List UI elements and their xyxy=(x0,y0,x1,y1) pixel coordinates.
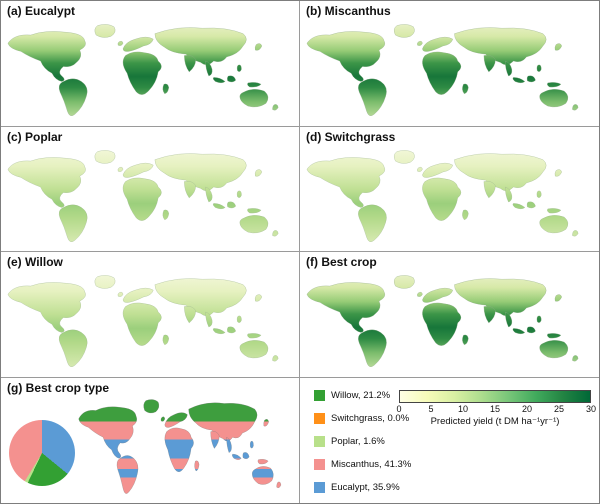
legend-label-switchgrass: Switchgrass, 0.0% xyxy=(331,412,410,424)
legend-item-switchgrass: Switchgrass, 0.0% xyxy=(314,412,411,424)
colorbar-tick-6: 30 xyxy=(585,403,597,414)
world-map-switchgrass xyxy=(302,146,597,249)
legend-item-miscanthus: Miscanthus, 41.3% xyxy=(314,458,412,470)
colorbar-tick-0: 0 xyxy=(396,403,402,414)
world-map-poplar xyxy=(3,146,297,249)
miscanthus-swatch xyxy=(314,458,325,470)
willow-swatch xyxy=(314,389,325,401)
colorbar: 0 5 10 15 20 25 30 Predicted yield (t DM… xyxy=(396,389,596,427)
panel-title-e: (e) Willow xyxy=(7,255,63,269)
panel-title-a: (a) Eucalypt xyxy=(7,4,76,18)
colorbar-gradient xyxy=(399,389,591,403)
legend-item-poplar: Poplar, 1.6% xyxy=(314,435,411,447)
panel-title-c: (c) Poplar xyxy=(7,129,63,144)
pie-chart xyxy=(9,419,75,486)
poplar-swatch xyxy=(314,435,325,447)
world-map-miscanthus xyxy=(302,20,597,123)
map-panel-poplar: (c) Poplar xyxy=(1,126,300,252)
world-map-best-crop xyxy=(302,271,597,374)
panel-title-f: (f) Best crop xyxy=(306,255,377,269)
map-panel-eucalypt: (a) Eucalypt xyxy=(1,1,300,127)
legend-label-poplar: Poplar, 1.6% xyxy=(331,435,385,447)
colorbar-tick-5: 25 xyxy=(553,403,564,414)
world-map-willow xyxy=(3,271,297,374)
map-panel-switchgrass: (d) Switchgrass xyxy=(300,126,599,252)
switchgrass-swatch xyxy=(314,412,325,424)
eucalypt-swatch xyxy=(314,482,325,493)
legend-item-eucalypt: Eucalypt, 35.9% xyxy=(314,482,411,493)
crop-legend: Willow, 21.2% Switchgrass, 0.0% Poplar, … xyxy=(314,389,412,493)
colorbar-ticks: 0 5 10 15 20 25 30 xyxy=(396,403,596,415)
legend-panel: Willow, 21.2% Switchgrass, 0.0% Poplar, … xyxy=(300,377,599,503)
map-panel-willow: (e) Willow xyxy=(1,252,300,378)
panel-title-b: (b) Miscanthus xyxy=(306,4,391,18)
world-map-best-crop-type xyxy=(75,395,295,501)
colorbar-label: Predicted yield (t DM ha⁻¹yr⁻¹) xyxy=(430,415,560,427)
colorbar-tick-1: 5 xyxy=(428,403,434,414)
colorbar-tick-3: 15 xyxy=(489,403,501,414)
legend-label-willow: Willow, 21.2% xyxy=(331,389,391,401)
legend-item-willow: Willow, 21.2% xyxy=(314,389,411,401)
world-map-eucalypt xyxy=(3,20,297,123)
colorbar-tick-2: 10 xyxy=(457,403,468,414)
map-panel-miscanthus: (b) Miscanthus xyxy=(300,1,599,127)
panel-title-g: (g) Best crop type xyxy=(7,380,110,395)
map-panel-best-crop-type: (g) Best crop type xyxy=(1,377,300,503)
map-panel-best-crop: (f) Best crop xyxy=(300,252,599,378)
legend-label-miscanthus: Miscanthus, 41.3% xyxy=(331,458,412,470)
panel-title-d: (d) Switchgrass xyxy=(306,129,396,144)
colorbar-tick-4: 20 xyxy=(521,403,533,414)
legend-label-eucalypt: Eucalypt, 35.9% xyxy=(331,482,400,493)
